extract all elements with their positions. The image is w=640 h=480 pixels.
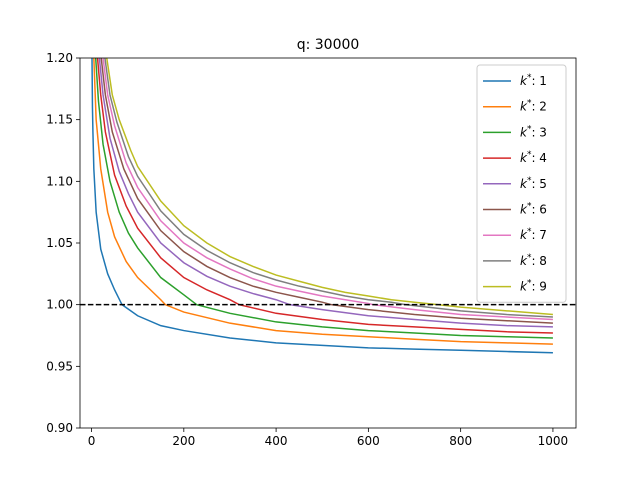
- y-tick-label: 1.05: [46, 236, 73, 250]
- legend-label-4: k*: 4: [520, 150, 547, 165]
- legend-label-2: k*: 2: [520, 99, 547, 114]
- chart-title: q: 30000: [297, 37, 360, 53]
- legend-label-1: k*: 1: [520, 73, 547, 88]
- y-tick-label: 0.90: [46, 421, 73, 435]
- series-line-6: [100, 58, 553, 324]
- y-tick-label: 1.15: [46, 113, 73, 127]
- legend-label-7: k*: 7: [520, 227, 547, 242]
- legend-box: [476, 64, 567, 303]
- series-line-8: [104, 58, 553, 318]
- series-line-1: [91, 58, 553, 354]
- series-line-4: [96, 58, 553, 334]
- y-tick-label: 0.95: [46, 359, 73, 373]
- x-tick-label: 1000: [538, 434, 569, 448]
- series-line-2: [93, 58, 553, 345]
- legend-label-3: k*: 3: [520, 124, 547, 139]
- series-line-3: [94, 58, 553, 339]
- series-line-5: [98, 58, 553, 328]
- legend-label-8: k*: 8: [520, 253, 547, 268]
- x-tick-label: 200: [172, 434, 195, 448]
- series-line-7: [102, 58, 553, 321]
- y-tick-label: 1.00: [46, 298, 73, 312]
- y-tick-label: 1.10: [46, 174, 73, 188]
- x-tick-label: 400: [265, 434, 288, 448]
- legend-label-9: k*: 9: [520, 279, 547, 294]
- x-tick-label: 0: [88, 434, 96, 448]
- legend-label-5: k*: 5: [520, 176, 547, 191]
- y-tick-label: 1.20: [46, 51, 73, 65]
- x-tick-label: 800: [449, 434, 472, 448]
- legend-label-6: k*: 6: [520, 202, 547, 217]
- x-tick-label: 600: [357, 434, 380, 448]
- series-line-9: [106, 58, 553, 316]
